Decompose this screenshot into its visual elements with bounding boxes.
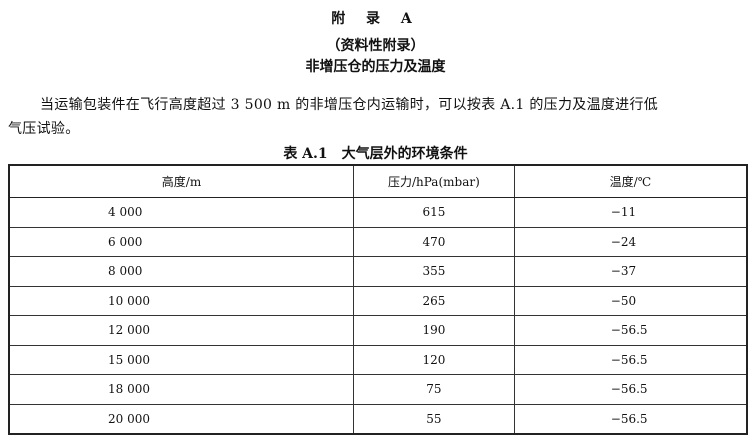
environment-table: 高度/m 压力/hPa(mbar) 温度/℃ 4 000 615 −11 6 000 4… xyxy=(8,164,748,435)
temperature-cell: −56.5 xyxy=(513,315,748,346)
table-row: 6 000 470 −24 xyxy=(8,226,748,257)
pressure-cell: 355 xyxy=(353,256,515,287)
paragraph-line-2: 气压试验。 xyxy=(8,121,80,137)
altitude-cell: 6 000 xyxy=(8,226,354,257)
table-row: 4 000 615 −11 xyxy=(8,197,748,228)
pressure-cell: 265 xyxy=(353,285,515,316)
table-row: 10 000 265 −50 xyxy=(8,285,748,316)
pressure-cell: 120 xyxy=(353,344,515,375)
table-row: 15 000 120 −56.5 xyxy=(8,344,748,375)
temperature-cell: −56.5 xyxy=(513,403,748,435)
table-row: 18 000 75 −56.5 xyxy=(8,374,748,405)
appendix-heading: 非增压仓的压力及温度 xyxy=(305,59,446,75)
pressure-cell: 55 xyxy=(353,403,515,435)
altitude-cell: 18 000 xyxy=(8,374,354,405)
temperature-cell: −24 xyxy=(513,226,748,257)
table-row: 8 000 355 −37 xyxy=(8,256,748,287)
table-caption: 表 A.1 大气层外的环境条件 xyxy=(283,146,468,162)
table-header-row: 高度/m 压力/hPa(mbar) 温度/℃ xyxy=(8,164,748,198)
altitude-cell: 8 000 xyxy=(8,256,354,287)
altitude-cell: 10 000 xyxy=(8,285,354,316)
header-temperature: 温度/℃ xyxy=(513,164,748,198)
altitude-cell: 4 000 xyxy=(8,197,354,228)
paragraph-line-1: 当运输包装件在飞行高度超过 3 500 m 的非增压仓内运输时，可以按表 A.1… xyxy=(40,97,659,113)
table-row: 20 000 55 −56.5 xyxy=(8,403,748,435)
table-row: 12 000 190 −56.5 xyxy=(8,315,748,346)
pressure-cell: 470 xyxy=(353,226,515,257)
temperature-cell: −56.5 xyxy=(513,344,748,375)
header-altitude: 高度/m xyxy=(8,164,354,198)
altitude-cell: 15 000 xyxy=(8,344,354,375)
temperature-cell: −50 xyxy=(513,285,748,316)
appendix-subtitle: （资料性附录） xyxy=(326,38,425,54)
pressure-cell: 75 xyxy=(353,374,515,405)
appendix-title: 附 录 A xyxy=(331,11,420,27)
altitude-cell: 20 000 xyxy=(8,403,354,435)
temperature-cell: −37 xyxy=(513,256,748,287)
temperature-cell: −11 xyxy=(513,197,748,228)
pressure-cell: 615 xyxy=(353,197,515,228)
pressure-cell: 190 xyxy=(353,315,515,346)
header-pressure: 压力/hPa(mbar) xyxy=(353,164,515,198)
temperature-cell: −56.5 xyxy=(513,374,748,405)
altitude-cell: 12 000 xyxy=(8,315,354,346)
